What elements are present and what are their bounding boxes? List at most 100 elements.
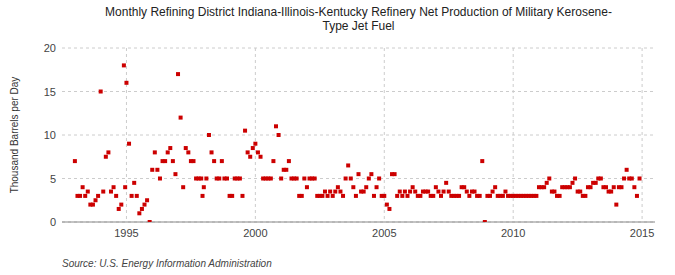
point xyxy=(418,194,422,198)
point xyxy=(447,190,451,194)
point xyxy=(411,185,415,189)
point xyxy=(101,190,105,194)
point xyxy=(86,190,90,194)
point xyxy=(393,172,397,176)
point xyxy=(439,194,443,198)
title-line: Monthly Refining District Indiana-Illino… xyxy=(105,5,612,19)
source: Source: U.S. Energy Information Administ… xyxy=(62,258,272,269)
point xyxy=(220,159,224,163)
point xyxy=(578,190,582,194)
point xyxy=(467,194,471,198)
x-tick-label: 1995 xyxy=(114,227,138,239)
point xyxy=(207,133,211,137)
point xyxy=(204,177,208,181)
point xyxy=(94,198,98,202)
point xyxy=(545,181,549,185)
x-tick-label: 2000 xyxy=(243,227,267,239)
point xyxy=(503,190,507,194)
point xyxy=(552,190,556,194)
point xyxy=(630,177,634,181)
title-line: Type Jet Fuel xyxy=(322,19,394,33)
point xyxy=(181,185,185,189)
point xyxy=(493,185,497,189)
point xyxy=(240,194,244,198)
point xyxy=(558,194,562,198)
point xyxy=(462,185,466,189)
point xyxy=(155,168,159,172)
point xyxy=(148,220,152,222)
y-tick-label: 0 xyxy=(50,216,56,228)
point xyxy=(465,190,469,194)
point xyxy=(338,190,342,194)
point xyxy=(114,194,118,198)
point xyxy=(413,190,417,194)
point xyxy=(542,185,546,189)
point xyxy=(109,190,113,194)
point xyxy=(599,177,603,181)
point xyxy=(385,203,389,207)
point xyxy=(431,194,435,198)
point xyxy=(622,177,626,181)
point xyxy=(143,203,147,207)
point xyxy=(491,190,495,194)
point xyxy=(145,198,149,202)
y-grid-line xyxy=(62,48,655,49)
point xyxy=(104,155,108,159)
point xyxy=(364,185,368,189)
point xyxy=(305,185,309,189)
point xyxy=(230,194,234,198)
point xyxy=(191,159,195,163)
y-tick-label: 5 xyxy=(50,173,56,185)
point xyxy=(341,194,345,198)
point xyxy=(478,194,482,198)
point xyxy=(277,133,281,137)
point xyxy=(302,177,306,181)
point xyxy=(375,185,379,189)
point xyxy=(614,203,618,207)
point xyxy=(119,203,123,207)
point xyxy=(106,150,110,154)
y-tick-label: 10 xyxy=(44,129,56,141)
point xyxy=(328,190,332,194)
point xyxy=(403,190,407,194)
point xyxy=(573,177,577,181)
point xyxy=(173,172,177,176)
point xyxy=(81,185,85,189)
point xyxy=(638,177,642,181)
point xyxy=(323,190,327,194)
x-tick-label: 2005 xyxy=(372,227,396,239)
point xyxy=(632,185,636,189)
point xyxy=(122,63,126,67)
y-tick-label: 20 xyxy=(44,42,56,54)
point xyxy=(369,172,373,176)
x-grid-line xyxy=(642,48,643,222)
point xyxy=(271,159,275,163)
point xyxy=(127,142,131,146)
point xyxy=(367,177,371,181)
point xyxy=(619,185,623,189)
point xyxy=(344,177,348,181)
point xyxy=(284,168,288,172)
point xyxy=(117,207,121,211)
point xyxy=(130,194,134,198)
point xyxy=(184,146,188,150)
point xyxy=(349,177,353,181)
point xyxy=(568,185,572,189)
point xyxy=(604,185,608,189)
point xyxy=(354,194,358,198)
point xyxy=(274,124,278,128)
point xyxy=(398,190,402,194)
x-tick-label: 2015 xyxy=(630,227,654,239)
point xyxy=(137,211,141,215)
point xyxy=(473,190,477,194)
point xyxy=(279,177,283,181)
point xyxy=(382,194,386,198)
point xyxy=(362,190,366,194)
point xyxy=(99,90,103,94)
y-grid-line xyxy=(62,178,655,179)
point xyxy=(78,194,82,198)
grid xyxy=(62,48,655,222)
y-tick-label: 15 xyxy=(44,86,56,98)
point xyxy=(248,155,252,159)
point xyxy=(534,194,538,198)
